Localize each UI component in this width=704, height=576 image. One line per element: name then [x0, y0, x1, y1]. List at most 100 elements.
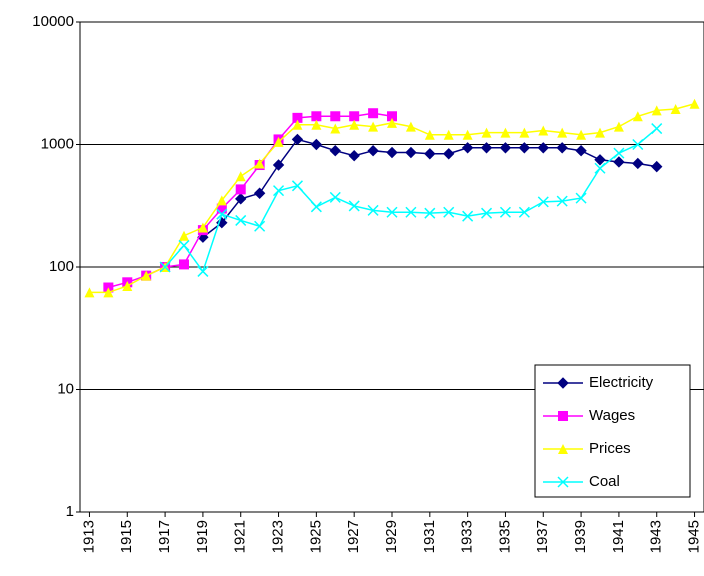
data-point	[689, 98, 700, 109]
legend-label: Electricity	[589, 374, 654, 391]
legend-label: Prices	[589, 440, 631, 457]
data-point	[330, 123, 341, 134]
data-point	[651, 160, 663, 173]
data-point	[216, 208, 228, 220]
legend-marker	[558, 411, 568, 421]
data-point	[499, 142, 512, 154]
legend-marker	[557, 377, 569, 389]
x-tick-label: 1915	[118, 520, 135, 553]
x-tick-label: 1943	[648, 520, 665, 553]
data-point	[291, 133, 304, 146]
y-tick-label: 1000	[41, 135, 74, 152]
data-point	[480, 142, 493, 154]
data-point	[518, 206, 530, 218]
data-point	[103, 287, 114, 298]
data-point	[291, 180, 303, 192]
x-tick-label: 1945	[686, 520, 703, 553]
data-point	[141, 270, 152, 281]
data-point	[537, 196, 549, 208]
data-point	[651, 123, 663, 135]
data-point	[178, 239, 190, 251]
data-point	[329, 191, 341, 203]
data-point	[538, 125, 549, 136]
legend-marker	[557, 476, 569, 488]
y-tick-label: 100	[49, 258, 74, 275]
data-point	[481, 127, 492, 138]
data-point	[292, 119, 303, 130]
data-point	[216, 203, 227, 214]
x-tick-label: 1931	[421, 520, 438, 553]
data-point	[197, 265, 209, 277]
data-point	[575, 144, 587, 157]
x-tick-label: 1913	[80, 520, 97, 553]
data-point	[84, 287, 95, 298]
data-point	[122, 280, 133, 291]
data-point	[368, 108, 379, 119]
legend-marker	[558, 444, 568, 454]
data-point	[481, 207, 493, 219]
data-point	[254, 220, 266, 232]
data-point	[443, 148, 455, 160]
legend-label: Coal	[589, 473, 620, 490]
data-point	[424, 129, 435, 140]
data-point	[235, 171, 246, 182]
x-tick-label: 1937	[534, 520, 551, 553]
y-tick-label: 10	[57, 380, 74, 397]
data-point	[670, 103, 681, 114]
data-point	[254, 158, 265, 169]
data-point	[273, 185, 285, 197]
legend-label: Wages	[589, 407, 635, 424]
data-point	[330, 111, 341, 122]
data-point	[576, 129, 587, 140]
data-point	[216, 195, 227, 206]
data-point	[632, 111, 643, 122]
data-point	[556, 142, 568, 154]
data-point	[367, 144, 379, 157]
x-tick-label: 1919	[194, 520, 211, 553]
data-point	[387, 117, 397, 128]
legend: Electricity Wages Prices Coal	[534, 364, 691, 498]
data-point	[499, 206, 511, 218]
x-tick-label: 1927	[345, 520, 362, 553]
data-point	[500, 127, 511, 138]
data-point	[235, 214, 247, 226]
data-point	[613, 147, 625, 159]
data-point	[310, 201, 322, 213]
data-point	[443, 206, 455, 218]
data-point	[273, 136, 284, 147]
x-tick-label: 1935	[496, 520, 513, 553]
data-point	[329, 144, 341, 157]
data-point	[367, 204, 379, 216]
x-tick-label: 1939	[572, 520, 589, 553]
x-tick-label: 1941	[610, 520, 627, 553]
data-point	[518, 142, 531, 154]
data-point	[594, 154, 606, 166]
data-point	[405, 206, 417, 218]
data-point	[311, 119, 322, 130]
data-point	[216, 216, 228, 229]
data-point	[424, 207, 436, 219]
data-point	[556, 195, 568, 207]
data-point	[613, 156, 625, 168]
data-point	[179, 230, 189, 241]
data-point	[348, 200, 360, 212]
data-point	[386, 206, 398, 218]
data-point	[348, 150, 360, 162]
data-point	[159, 261, 171, 273]
data-point	[387, 111, 397, 122]
data-point	[235, 193, 247, 205]
data-point	[443, 129, 454, 140]
data-point	[368, 121, 379, 132]
data-point	[632, 157, 644, 170]
data-point	[253, 187, 266, 199]
data-point	[462, 210, 474, 222]
data-point	[179, 259, 189, 270]
data-point	[461, 142, 474, 154]
data-point	[595, 127, 605, 138]
data-point	[197, 222, 208, 233]
data-point	[537, 142, 549, 154]
data-point	[311, 111, 322, 122]
y-tick-label: 1	[66, 503, 74, 520]
